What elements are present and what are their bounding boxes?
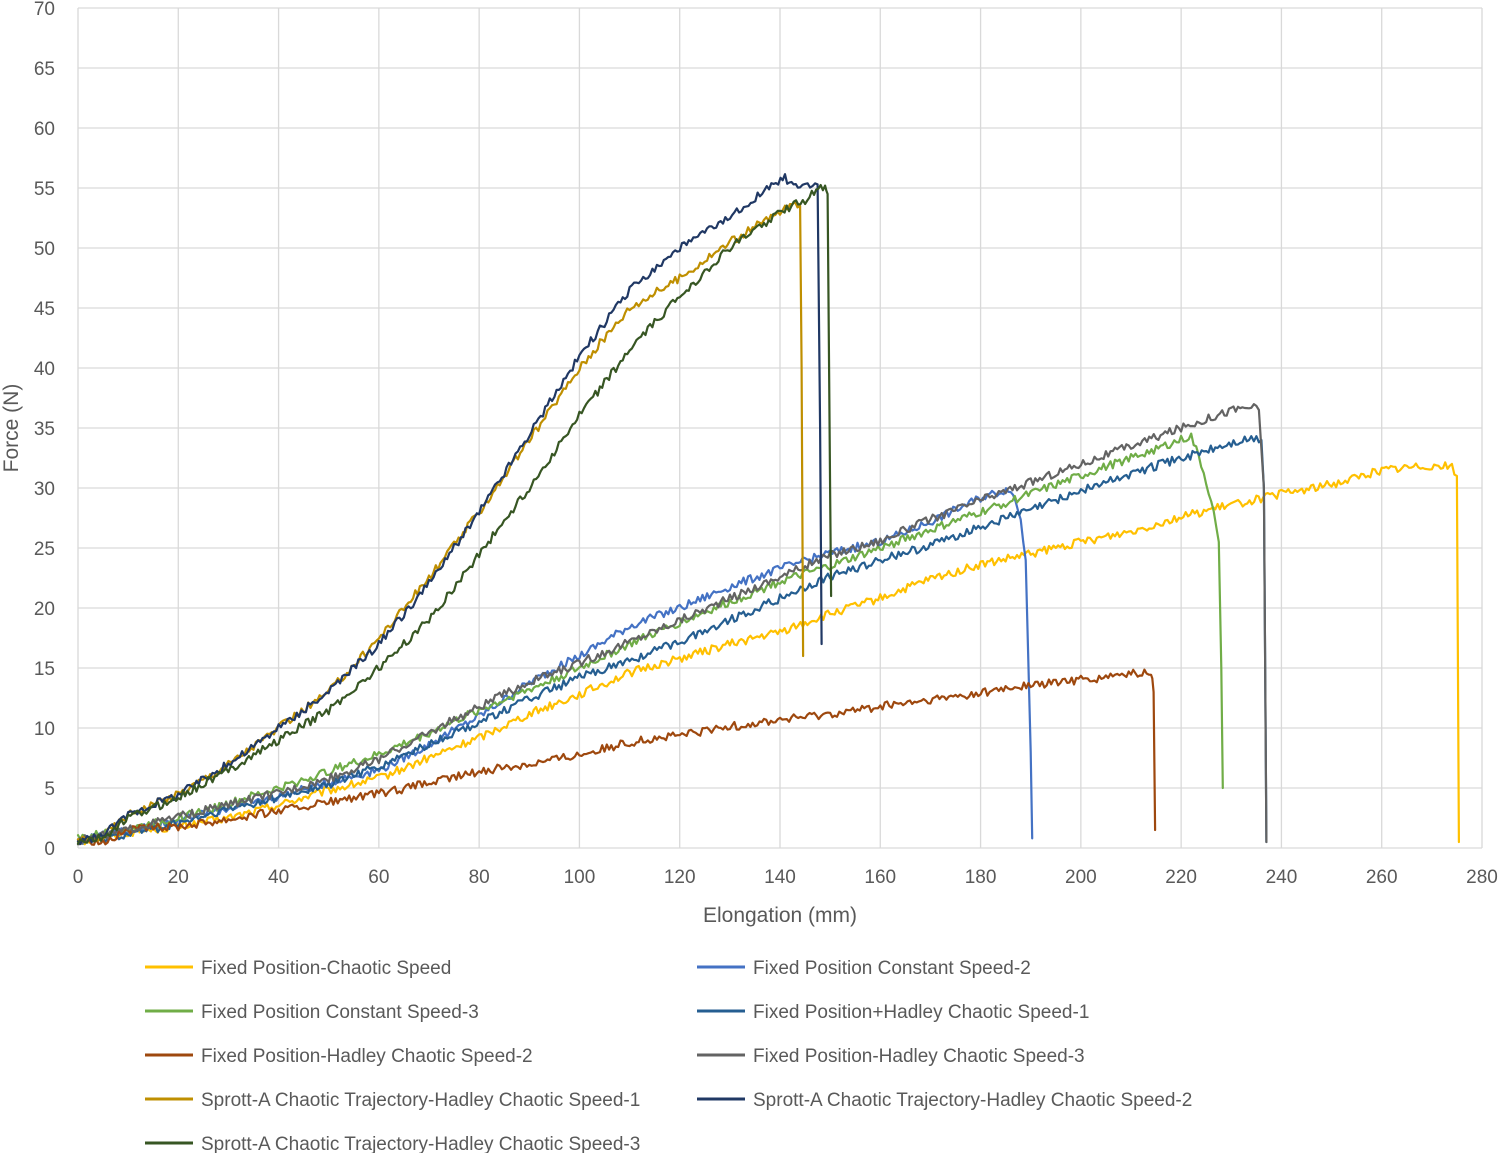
x-tick-label: 100 bbox=[564, 867, 596, 888]
series-line-9 bbox=[76, 183, 833, 845]
legend-label: Sprott-A Chaotic Trajectory-Hadley Chaot… bbox=[753, 1090, 1192, 1111]
legend-item: Fixed Position Constant Speed-3 bbox=[145, 1002, 479, 1023]
legend-label: Sprott-A Chaotic Trajectory-Hadley Chaot… bbox=[201, 1134, 640, 1153]
series-line-7 bbox=[76, 200, 805, 842]
legend-item: Fixed Position+Hadley Chaotic Speed-1 bbox=[697, 1002, 1089, 1023]
legend: Fixed Position-Chaotic Speed Fixed Positi… bbox=[145, 958, 1192, 1153]
y-tick-label: 40 bbox=[34, 359, 55, 380]
series-line-8 bbox=[76, 173, 823, 846]
x-tick-label: 260 bbox=[1366, 867, 1398, 888]
x-tick-label: 60 bbox=[368, 867, 389, 888]
legend-label: Fixed Position-Hadley Chaotic Speed-2 bbox=[201, 1046, 533, 1067]
x-tick-label: 40 bbox=[268, 867, 289, 888]
gridlines bbox=[77, 7, 1483, 849]
x-tick-label: 120 bbox=[664, 867, 696, 888]
legend-item: Fixed Position Constant Speed-2 bbox=[697, 958, 1031, 979]
series-line-6 bbox=[76, 403, 1268, 846]
y-tick-label: 25 bbox=[34, 539, 55, 560]
legend-item: Fixed Position-Hadley Chaotic Speed-3 bbox=[697, 1046, 1085, 1067]
y-tick-label: 20 bbox=[34, 599, 55, 620]
legend-label: Sprott-A Chaotic Trajectory-Hadley Chaot… bbox=[201, 1090, 640, 1111]
x-tick-label: 240 bbox=[1266, 867, 1298, 888]
x-tick-label: 180 bbox=[965, 867, 997, 888]
y-tick-label: 5 bbox=[44, 779, 55, 800]
x-axis-title: Elongation (mm) bbox=[703, 904, 857, 927]
legend-label: Fixed Position Constant Speed-2 bbox=[753, 958, 1031, 979]
x-tick-label: 80 bbox=[469, 867, 490, 888]
y-tick-label: 50 bbox=[34, 239, 55, 260]
plot-area bbox=[76, 173, 1460, 846]
series-line-3 bbox=[76, 432, 1224, 841]
x-tick-label: 0 bbox=[73, 867, 84, 888]
x-tick-label: 20 bbox=[168, 867, 189, 888]
series-line-1 bbox=[76, 461, 1460, 846]
series-line-4 bbox=[76, 435, 1268, 844]
x-tick-label: 220 bbox=[1165, 867, 1197, 888]
y-axis-ticks: 0 5 10 15 20 25 30 35 40 45 50 55 60 65 70 bbox=[34, 0, 55, 860]
legend-item: Fixed Position-Hadley Chaotic Speed-2 bbox=[145, 1046, 533, 1067]
legend-item: Sprott-A Chaotic Trajectory-Hadley Chaot… bbox=[145, 1090, 640, 1111]
legend-item: Sprott-A Chaotic Trajectory-Hadley Chaot… bbox=[697, 1090, 1192, 1111]
y-axis-title: Force (N) bbox=[0, 384, 23, 473]
legend-label: Fixed Position+Hadley Chaotic Speed-1 bbox=[753, 1002, 1089, 1023]
x-axis-ticks: 0 20 40 60 80 100 120 140 160 180 200 220 240 260 280 bbox=[73, 867, 1498, 888]
legend-label: Fixed Position Constant Speed-3 bbox=[201, 1002, 479, 1023]
y-tick-label: 60 bbox=[34, 119, 55, 140]
y-tick-label: 30 bbox=[34, 479, 55, 500]
y-tick-label: 15 bbox=[34, 659, 55, 680]
y-tick-label: 55 bbox=[34, 179, 55, 200]
y-tick-label: 65 bbox=[34, 59, 55, 80]
x-tick-label: 200 bbox=[1065, 867, 1097, 888]
x-tick-label: 280 bbox=[1466, 867, 1498, 888]
y-tick-label: 45 bbox=[34, 299, 55, 320]
y-tick-label: 35 bbox=[34, 419, 55, 440]
series-line-2 bbox=[76, 487, 1034, 845]
y-tick-label: 70 bbox=[34, 0, 55, 20]
series-line-5 bbox=[76, 668, 1157, 846]
legend-item: Fixed Position-Chaotic Speed bbox=[145, 958, 451, 979]
legend-label: Fixed Position-Chaotic Speed bbox=[201, 958, 451, 979]
legend-item: Sprott-A Chaotic Trajectory-Hadley Chaot… bbox=[145, 1134, 640, 1153]
y-tick-label: 0 bbox=[44, 839, 55, 860]
x-tick-label: 140 bbox=[764, 867, 796, 888]
y-tick-label: 10 bbox=[34, 719, 55, 740]
legend-label: Fixed Position-Hadley Chaotic Speed-3 bbox=[753, 1046, 1085, 1067]
x-tick-label: 160 bbox=[864, 867, 896, 888]
